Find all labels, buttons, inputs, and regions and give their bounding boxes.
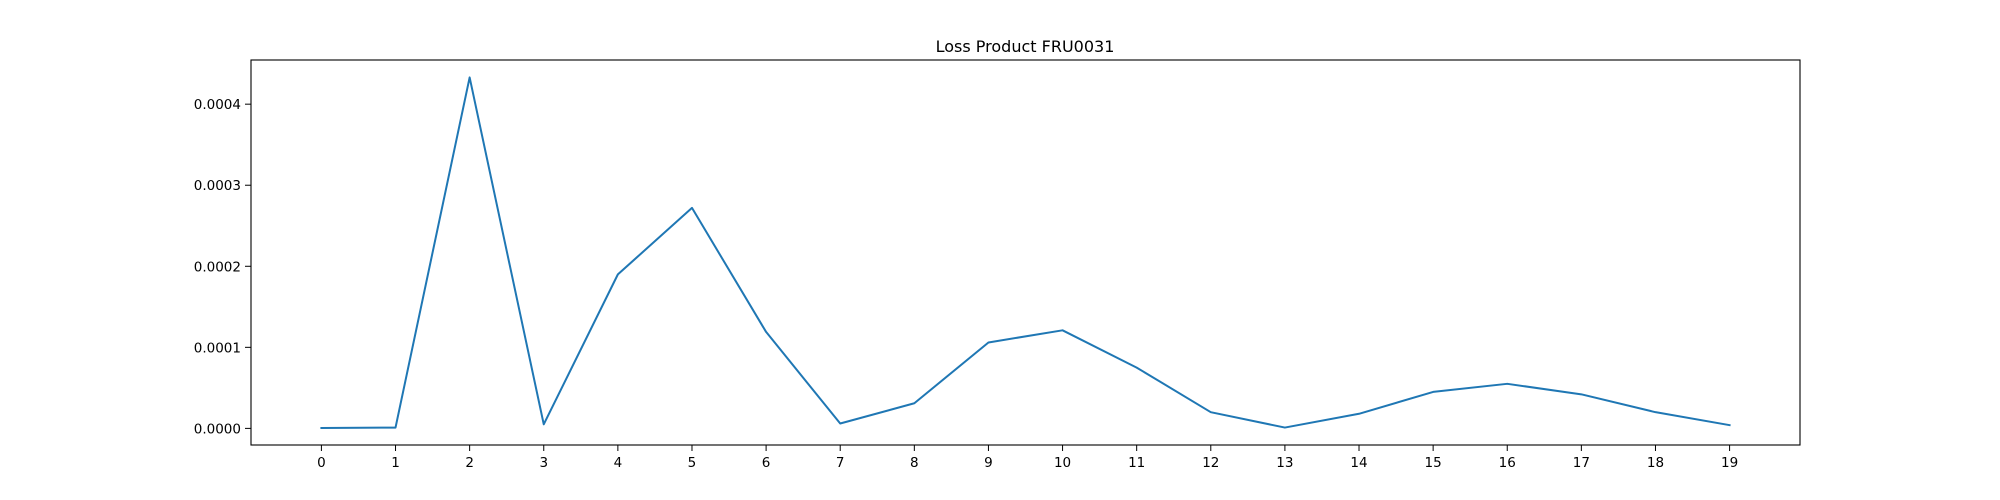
x-tick-label: 17: [1573, 455, 1590, 471]
x-tick-label: 13: [1276, 455, 1293, 471]
y-tick-label: 0.0003: [194, 178, 241, 194]
x-tick-label: 2: [465, 455, 474, 471]
x-tick-label: 3: [539, 455, 548, 471]
plot-area-frame: [250, 59, 1801, 446]
x-tick-label: 5: [688, 455, 697, 471]
x-tick-label: 0: [317, 455, 326, 471]
x-tick-label: 14: [1350, 455, 1367, 471]
series-layer: [320, 76, 1731, 429]
y-tick-label: 0.0002: [194, 259, 241, 275]
x-tick-label: 15: [1425, 455, 1442, 471]
x-tick-label: 12: [1202, 455, 1219, 471]
x-tick-label: 19: [1721, 455, 1738, 471]
x-tick-label: 10: [1054, 455, 1071, 471]
y-tick-label: 0.0004: [194, 97, 241, 113]
x-tick-label: 18: [1647, 455, 1664, 471]
x-tick-label: 7: [836, 455, 845, 471]
y-axis: 0.0000 0.0001 0.0002 0.0003 0.0004: [194, 97, 251, 437]
x-tick-label: 9: [984, 455, 993, 471]
x-tick-label: 6: [762, 455, 771, 471]
chart-title: Loss Product FRU0031: [936, 37, 1115, 56]
x-tick-label: 11: [1128, 455, 1145, 471]
y-tick-label: 0.0000: [194, 421, 241, 437]
x-tick-label: 8: [910, 455, 919, 471]
x-tick-label: 4: [614, 455, 623, 471]
y-tick-label: 0.0001: [194, 340, 241, 356]
x-tick-label: 1: [391, 455, 400, 471]
x-tick-label: 16: [1499, 455, 1516, 471]
series-line: [320, 76, 1731, 429]
x-axis: 0 1 2 3 4 5 6 7 8 9 10 11 12 13 14 15 16 17 18 19: [317, 445, 1738, 471]
